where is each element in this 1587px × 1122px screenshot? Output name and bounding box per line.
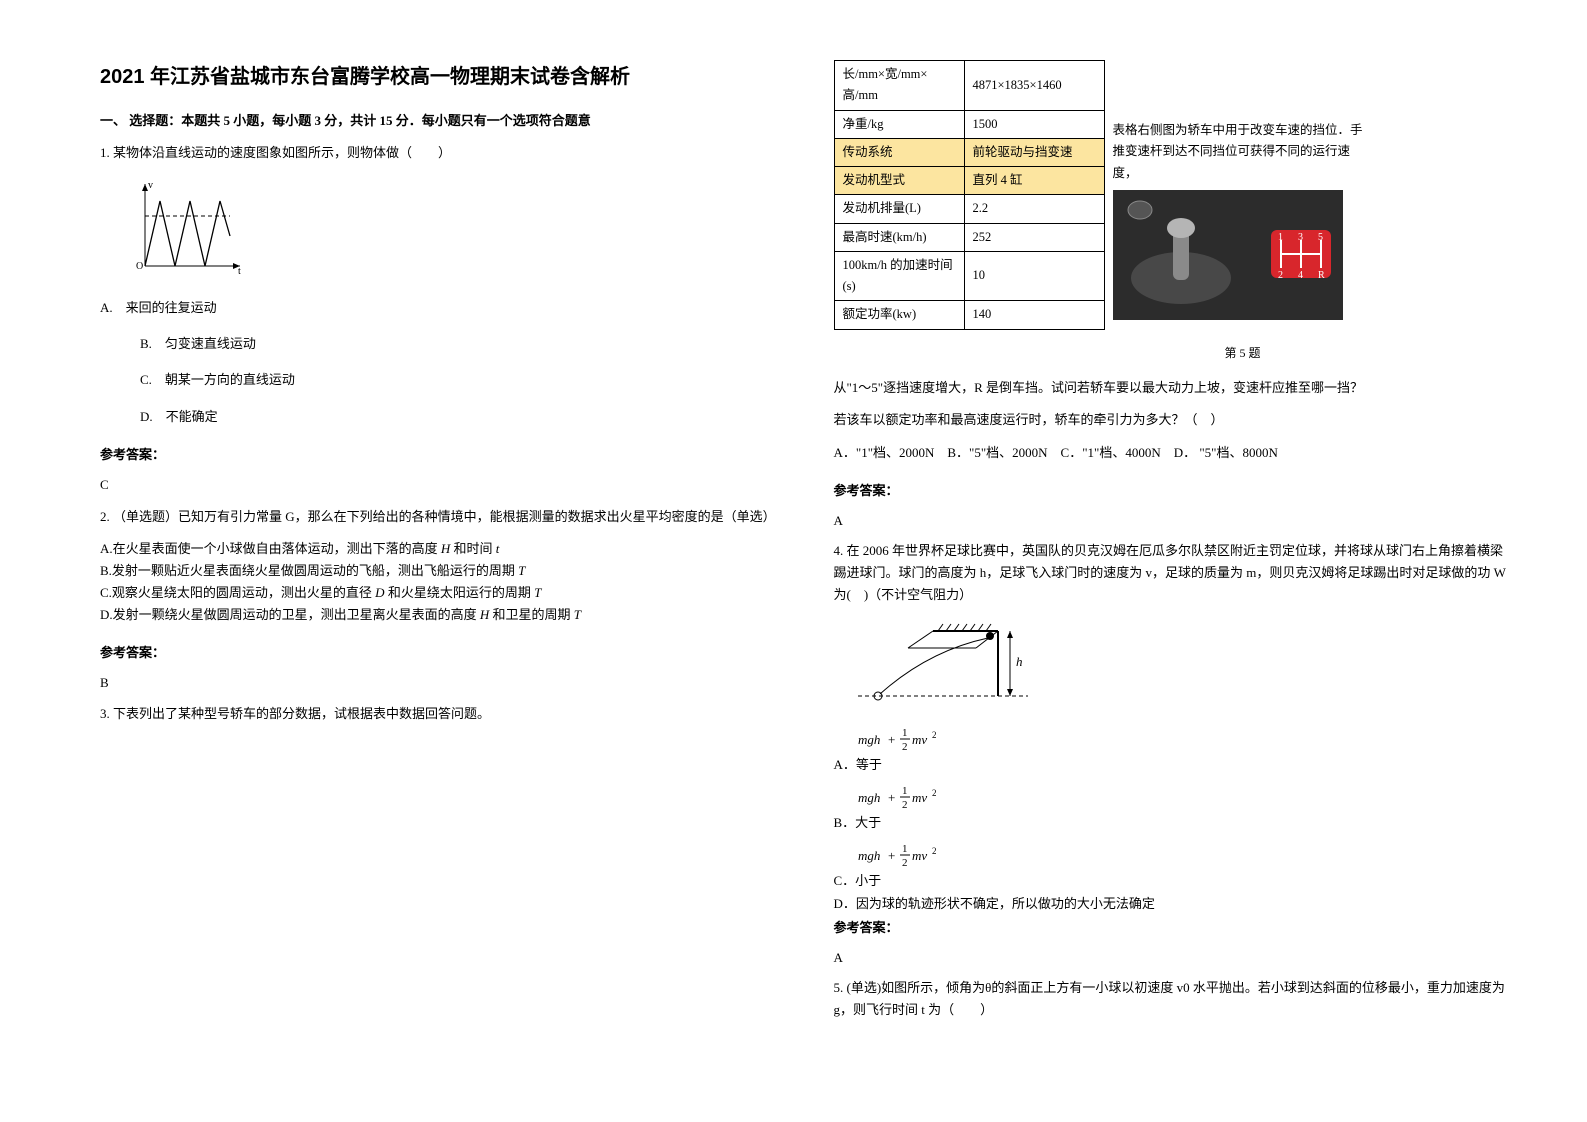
q4-diagram: h <box>848 616 1508 718</box>
q1-opt-d: D. 不能确定 <box>140 406 774 428</box>
svg-text:3: 3 <box>1298 232 1303 243</box>
svg-text:2: 2 <box>932 730 937 740</box>
q4-opt-c: mgh+ 12 mv2 C．小于 <box>834 840 1508 892</box>
q2-stem: 2. （单选题）已知万有引力常量 G，那么在下列给出的各种情境中，能根据测量的数… <box>100 506 774 528</box>
svg-text:2: 2 <box>932 788 937 798</box>
svg-text:t: t <box>238 266 241 276</box>
svg-text:h: h <box>1016 654 1023 669</box>
q3b-line1: 从"1～5"逐挡速度增大，R 是倒车挡。试问若轿车要以最大动力上坡，变速杆应推至… <box>834 377 1508 399</box>
q4-answer: A <box>834 947 1508 969</box>
table-row: 传动系统前轮驱动与挡变速 <box>834 138 1104 166</box>
q1-answer: C <box>100 474 774 496</box>
page-title: 2021 年江苏省盐城市东台富腾学校高一物理期末试卷含解析 <box>100 60 774 94</box>
svg-text:+: + <box>888 790 895 805</box>
svg-text:v: v <box>148 180 153 191</box>
answer-label: 参考答案： <box>834 917 1508 939</box>
q3-stem: 3. 下表列出了某种型号轿车的部分数据，试根据表中数据回答问题。 <box>100 703 774 725</box>
car-side-text: 表格右侧图为轿车中用于改变车速的挡位．手推变速杆到达不同挡位可获得不同的运行速度… <box>1113 120 1373 184</box>
section-heading: 一、 选择题：本题共 5 小题，每小题 3 分，共计 15 分．每小题只有一个选… <box>100 110 774 132</box>
q3b-options: A．"1"档、2000N B．"5"档、2000N C．"1"档、4000N D… <box>834 442 1508 464</box>
svg-text:1: 1 <box>902 785 908 797</box>
svg-text:+: + <box>888 848 895 863</box>
car-spec-table: 长/mm×宽/mm×高/mm4871×1835×1460净重/kg1500传动系… <box>834 60 1105 330</box>
q4-opt-a: mgh+ 12 mv2 A．等于 <box>834 724 1508 776</box>
svg-text:mgh: mgh <box>858 790 880 805</box>
svg-text:2: 2 <box>902 799 908 810</box>
q1-opt-c: C. 朝某一方向的直线运动 <box>140 369 774 391</box>
table-row: 最高时速(km/h)252 <box>834 223 1104 251</box>
answer-label: 参考答案： <box>100 444 774 466</box>
svg-text:2: 2 <box>902 741 908 752</box>
q3b-answer: A <box>834 510 1508 532</box>
q3b-line2: 若该车以额定功率和最高速度运行时，轿车的牵引力为多大？（ ） <box>834 409 1508 431</box>
q2-opt-b: B.发射一颗贴近火星表面绕火星做圆周运动的飞船，测出飞船运行的周期 T <box>100 560 774 582</box>
svg-text:mv: mv <box>912 848 927 863</box>
table-row: 额定功率(kw)140 <box>834 301 1104 329</box>
table-row: 长/mm×宽/mm×高/mm4871×1835×1460 <box>834 61 1104 111</box>
svg-text:O: O <box>136 261 143 272</box>
svg-text:5: 5 <box>1318 232 1323 243</box>
svg-text:mv: mv <box>912 732 927 747</box>
table-row: 发动机型式直列 4 缸 <box>834 167 1104 195</box>
svg-text:R: R <box>1318 270 1325 281</box>
svg-text:1: 1 <box>902 727 908 739</box>
q2-opt-c: C.观察火星绕太阳的圆周运动，测出火星的直径 D 和火星绕太阳运行的周期 T <box>100 582 774 604</box>
table-row: 发动机排量(L)2.2 <box>834 195 1104 223</box>
svg-text:mgh: mgh <box>858 732 880 747</box>
q4-opt-d: D．因为球的轨迹形状不确定，所以做功的大小无法确定 <box>834 893 1508 915</box>
q1-graph: O v t <box>130 176 774 283</box>
q2-opt-d: D.发射一颗绕火星做圆周运动的卫星，测出卫星离火星表面的高度 H 和卫星的周期 … <box>100 604 774 626</box>
q5-stem: 5. (单选)如图所示，倾角为θ的斜面正上方有一小球以初速度 v0 水平抛出。若… <box>834 977 1508 1021</box>
svg-text:2: 2 <box>902 857 908 868</box>
q4-opt-b: mgh+ 12 mv2 B．大于 <box>834 782 1508 834</box>
q1-stem: 1. 某物体沿直线运动的速度图象如图所示，则物体做（ ） <box>100 142 774 164</box>
answer-label: 参考答案： <box>100 642 774 664</box>
table-row: 100km/h 的加速时间(s)10 <box>834 251 1104 301</box>
table-row: 净重/kg1500 <box>834 110 1104 138</box>
svg-text:4: 4 <box>1298 270 1303 281</box>
svg-text:mgh: mgh <box>858 848 880 863</box>
q2-opt-a: A.在火星表面使一个小球做自由落体运动，测出下落的高度 H 和时间 t <box>100 538 774 560</box>
svg-text:2: 2 <box>932 846 937 856</box>
q4-stem: 4. 在 2006 年世界杯足球比赛中，英国队的贝克汉姆在厄瓜多尔队禁区附近主罚… <box>834 540 1508 606</box>
svg-text:2: 2 <box>1278 270 1283 281</box>
q1-opt-b: B. 匀变速直线运动 <box>140 333 774 355</box>
gear-image: 1 3 5 2 4 R 第 5 题 <box>1113 190 1373 364</box>
svg-text:1: 1 <box>1278 232 1283 243</box>
q1-opt-a: A. 来回的往复运动 <box>100 297 774 319</box>
q2-answer: B <box>100 672 774 694</box>
svg-text:1: 1 <box>902 843 908 855</box>
svg-text:mv: mv <box>912 790 927 805</box>
answer-label: 参考答案： <box>834 480 1508 502</box>
gear-caption: 第 5 题 <box>1113 343 1373 363</box>
svg-text:+: + <box>888 732 895 747</box>
